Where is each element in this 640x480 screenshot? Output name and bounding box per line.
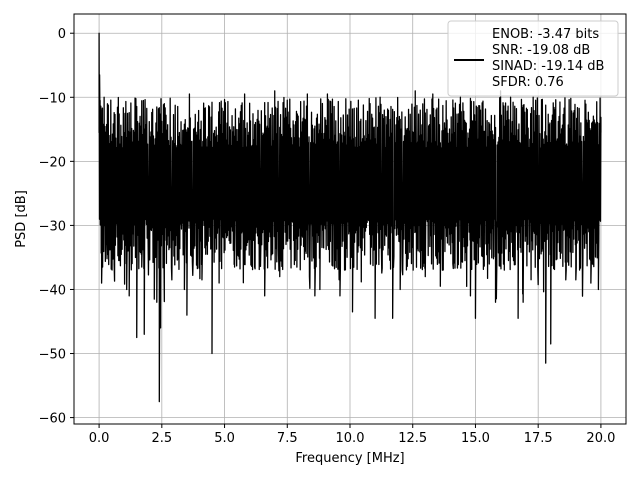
x-tick-label: 17.5	[524, 431, 553, 446]
x-tick-label: 7.5	[277, 431, 298, 446]
legend-sfdr: SFDR: 0.76	[492, 75, 564, 90]
y-tick-label: −20	[39, 155, 66, 170]
series-layer	[98, 32, 602, 403]
legend-sinad: SINAD: -19.14 dB	[492, 59, 604, 74]
y-tick-label: −30	[39, 219, 66, 234]
x-axis-ticks: 0.0 2.5 5.0 7.5 10.0 12.5 15.0 17.5 20.0	[89, 424, 615, 446]
legend: ENOB: -3.47 bits SNR: -19.08 dB SINAD: -…	[447, 20, 619, 97]
y-axis-label: PSD [dB]	[14, 190, 29, 248]
x-tick-label: 10.0	[336, 431, 365, 446]
x-tick-label: 15.0	[461, 431, 490, 446]
y-tick-label: 0	[58, 27, 66, 42]
y-tick-label: −10	[39, 91, 66, 106]
legend-enob: ENOB: -3.47 bits	[492, 27, 599, 42]
x-tick-label: 0.0	[89, 431, 110, 446]
x-axis-label: Frequency [MHz]	[295, 451, 404, 466]
x-tick-label: 12.5	[398, 431, 427, 446]
y-tick-label: −60	[39, 412, 66, 427]
y-tick-label: −50	[39, 348, 66, 363]
x-tick-label: 2.5	[151, 431, 172, 446]
x-tick-label: 20.0	[586, 431, 615, 446]
legend-snr: SNR: -19.08 dB	[492, 43, 590, 58]
y-axis-ticks: 0 −10 −20 −30 −40 −50 −60	[39, 27, 74, 427]
x-tick-label: 5.0	[214, 431, 235, 446]
psd-trace	[98, 32, 602, 403]
legend-box	[447, 20, 619, 97]
y-tick-label: −40	[39, 283, 66, 298]
